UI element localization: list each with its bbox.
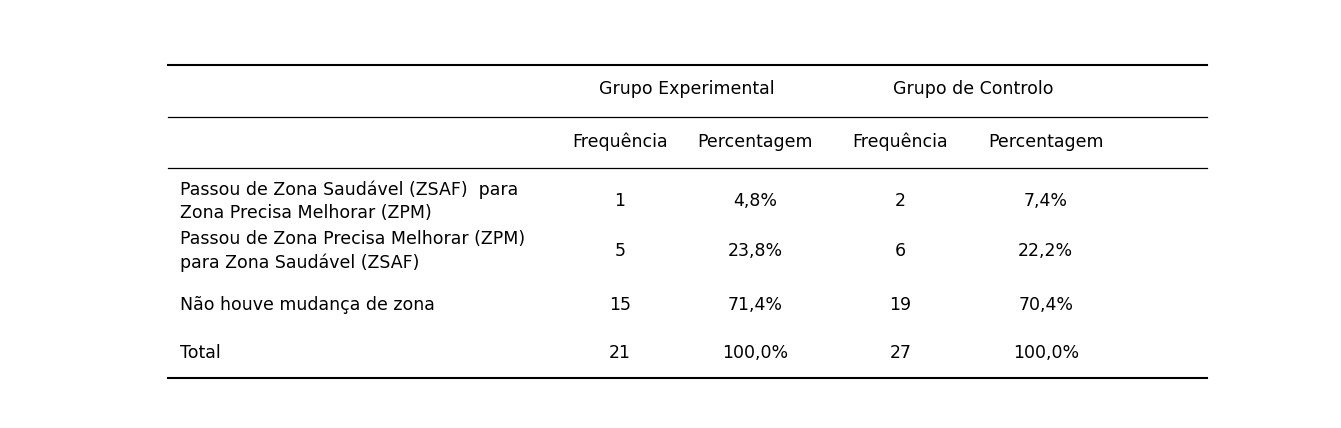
Text: 100,0%: 100,0% — [721, 344, 789, 362]
Text: Grupo de Controlo: Grupo de Controlo — [893, 80, 1053, 98]
Text: 23,8%: 23,8% — [727, 242, 782, 260]
Text: 71,4%: 71,4% — [727, 296, 782, 314]
Text: 27: 27 — [889, 344, 912, 362]
Text: Percentagem: Percentagem — [988, 133, 1104, 151]
Text: 6: 6 — [894, 242, 907, 260]
Text: Passou de Zona Saudável (ZSAF)  para
Zona Precisa Melhorar (ZPM): Passou de Zona Saudável (ZSAF) para Zona… — [180, 180, 519, 223]
Text: 5: 5 — [614, 242, 625, 260]
Text: 22,2%: 22,2% — [1018, 242, 1073, 260]
Text: 100,0%: 100,0% — [1012, 344, 1080, 362]
Text: 2: 2 — [894, 192, 905, 210]
Text: Percentagem: Percentagem — [697, 133, 813, 151]
Text: 70,4%: 70,4% — [1018, 296, 1073, 314]
Text: 1: 1 — [614, 192, 625, 210]
Text: 15: 15 — [609, 296, 630, 314]
Text: 19: 19 — [889, 296, 912, 314]
Text: Frequência: Frequência — [571, 133, 668, 151]
Text: 4,8%: 4,8% — [732, 192, 776, 210]
Text: Total: Total — [180, 344, 221, 362]
Text: Grupo Experimental: Grupo Experimental — [599, 80, 775, 98]
Text: Frequência: Frequência — [853, 133, 948, 151]
Text: 21: 21 — [609, 344, 630, 362]
Text: Passou de Zona Precisa Melhorar (ZPM)
para Zona Saudável (ZSAF): Passou de Zona Precisa Melhorar (ZPM) pa… — [180, 229, 526, 272]
Text: Não houve mudança de zona: Não houve mudança de zona — [180, 296, 434, 314]
Text: 7,4%: 7,4% — [1023, 192, 1067, 210]
